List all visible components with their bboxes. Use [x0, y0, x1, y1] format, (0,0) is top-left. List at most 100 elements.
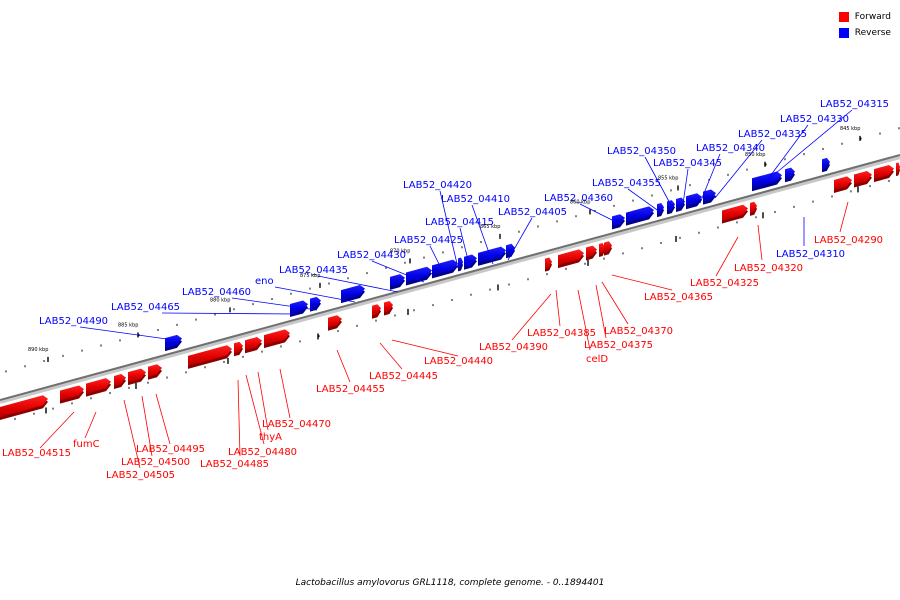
forward-gene[interactable] — [604, 241, 612, 253]
gene-label-lab52-04405: LAB52_04405 — [498, 207, 567, 218]
forward-gene[interactable] — [148, 364, 162, 377]
gene-label-lab52-04430: LAB52_04430 — [337, 250, 406, 261]
reverse-genes — [165, 157, 830, 352]
reverse-gene[interactable] — [478, 246, 506, 263]
label-leader-line — [627, 188, 661, 213]
forward-gene[interactable] — [234, 341, 243, 354]
forward-gene-labels: LAB52_04290 LAB52_04320 LAB52_04325 LAB52_0… — [2, 201, 883, 481]
gene-label-lab52-04370: LAB52_04370 — [604, 326, 673, 337]
legend-reverse-label: Reverse — [854, 28, 891, 38]
legend-item-forward: Forward — [838, 10, 891, 24]
forward-gene[interactable] — [558, 249, 584, 266]
label-leader-line — [161, 312, 299, 315]
forward-gene[interactable] — [586, 245, 597, 258]
tick-label: 880 kbp — [210, 297, 230, 303]
label-leader-line — [595, 284, 607, 339]
forward-gene[interactable] — [60, 385, 84, 401]
reverse-gene[interactable] — [676, 197, 685, 209]
inner-tick-track — [14, 179, 890, 420]
forward-gene[interactable] — [384, 300, 393, 313]
reverse-gene[interactable] — [390, 274, 405, 287]
forward-gene[interactable] — [834, 176, 852, 190]
forward-gene[interactable] — [86, 378, 111, 394]
forward-gene[interactable] — [328, 315, 342, 328]
label-leader-line — [579, 203, 623, 226]
gene-label-lab52-04390: LAB52_04390 — [479, 342, 548, 353]
gene-label-lab52-04350: LAB52_04350 — [607, 146, 676, 157]
forward-gene[interactable] — [722, 204, 748, 221]
reverse-gene[interactable] — [165, 334, 182, 349]
reverse-gene[interactable] — [464, 254, 477, 267]
reverse-gene[interactable] — [612, 214, 625, 227]
label-leader-line — [123, 399, 141, 469]
gene-label-lab52-04365: LAB52_04365 — [644, 292, 713, 303]
reverse-gene[interactable] — [626, 206, 654, 223]
label-leader-line — [471, 204, 494, 265]
label-leader-line — [459, 227, 471, 269]
reverse-gene[interactable] — [785, 167, 795, 180]
tick-labels: 845 kbp 850 kbp 855 kbp 860 kbp 865 kbp 870 k… — [28, 126, 860, 353]
reverse-gene[interactable] — [458, 257, 463, 269]
forward-genes — [0, 162, 900, 420]
gene-label-fumc: fumC — [73, 439, 100, 450]
gene-label-lab52-04420: LAB52_04420 — [403, 180, 472, 191]
forward-gene[interactable] — [599, 242, 605, 254]
gene-label-lab52-04505: LAB52_04505 — [106, 470, 175, 481]
label-leader-line — [714, 139, 763, 199]
label-leader-line — [682, 168, 689, 205]
reverse-gene[interactable] — [657, 203, 664, 215]
forward-gene[interactable] — [128, 368, 146, 383]
label-leader-line — [231, 297, 318, 311]
reverse-gene[interactable] — [686, 193, 702, 207]
forward-gene[interactable] — [896, 162, 900, 174]
forward-gene[interactable] — [854, 170, 872, 185]
reverse-gene[interactable] — [341, 285, 365, 301]
gene-label-lab52-04315: LAB52_04315 — [820, 99, 889, 110]
gene-label-lab52-04410: LAB52_04410 — [441, 194, 510, 205]
gene-label-lab52-04375: LAB52_04375 — [584, 340, 653, 351]
reverse-gene[interactable] — [703, 189, 716, 202]
label-leader-line — [245, 374, 265, 445]
reverse-gene[interactable] — [432, 259, 458, 276]
gene-label-eno: eno — [255, 276, 274, 287]
label-leader-line — [715, 236, 739, 277]
map-caption: Lactobacillus amylovorus GRL1118, comple… — [295, 578, 605, 588]
gene-label-thya: thyA — [259, 432, 282, 443]
forward-gene[interactable] — [545, 257, 552, 269]
gene-label-lab52-04455: LAB52_04455 — [316, 384, 385, 395]
gene-label-lab52-04445: LAB52_04445 — [369, 371, 438, 382]
label-leader-line — [317, 275, 399, 293]
forward-gene[interactable] — [188, 345, 232, 366]
gene-label-lab52-04385: LAB52_04385 — [527, 328, 596, 339]
label-leader-line — [577, 289, 591, 351]
gene-label-lab52-04310: LAB52_04310 — [776, 249, 845, 260]
gene-label-lab52-04465: LAB52_04465 — [111, 302, 180, 313]
label-leader-line — [699, 153, 721, 204]
forward-gene[interactable] — [0, 395, 48, 417]
gene-label-lab52-04425: LAB52_04425 — [394, 235, 463, 246]
tick-label: 860 kbp — [570, 199, 590, 205]
gene-label-lab52-04355: LAB52_04355 — [592, 178, 661, 189]
forward-gene[interactable] — [264, 329, 290, 346]
reverse-gene[interactable] — [822, 157, 830, 170]
label-leader-line — [769, 109, 853, 179]
gene-label-lab52-04360: LAB52_04360 — [544, 193, 613, 204]
reverse-gene[interactable] — [310, 296, 321, 309]
legend-forward-label: Forward — [854, 12, 891, 22]
label-leader-line — [237, 379, 241, 457]
forward-gene[interactable] — [874, 164, 894, 180]
gene-label-lab52-04345: LAB52_04345 — [653, 158, 722, 169]
label-leader-line — [507, 217, 533, 261]
gene-label-lab52-04470: LAB52_04470 — [262, 419, 331, 430]
reverse-gene-labels: LAB52_04315 LAB52_04330 LAB52_04335 LAB52_0… — [39, 99, 889, 341]
tick-label: 850 kbp — [745, 152, 765, 158]
reverse-gene[interactable] — [406, 266, 432, 283]
label-leader-line — [644, 156, 673, 208]
forward-gene[interactable] — [245, 337, 262, 351]
reverse-gene[interactable] — [506, 243, 515, 256]
label-leader-line — [155, 393, 171, 445]
forward-gene[interactable] — [750, 201, 757, 213]
forward-gene[interactable] — [372, 304, 381, 316]
label-leader-line — [79, 326, 175, 341]
forward-gene[interactable] — [114, 374, 126, 386]
